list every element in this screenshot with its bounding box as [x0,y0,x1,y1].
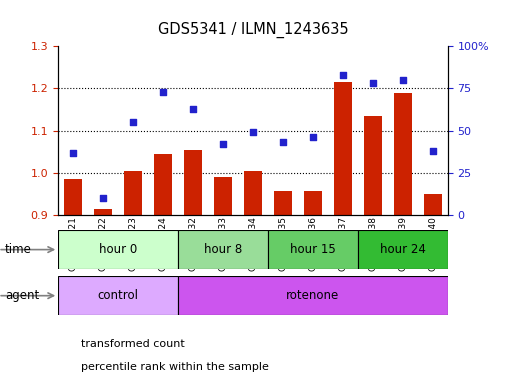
Text: hour 8: hour 8 [204,243,242,256]
Point [219,141,227,147]
Bar [273,191,291,384]
Bar [94,209,112,384]
Point [69,149,77,156]
Bar [268,230,357,269]
Bar [423,194,441,384]
Point [398,77,406,83]
Bar [178,276,447,315]
Text: hour 24: hour 24 [379,243,425,256]
Text: time: time [5,243,32,256]
Point [189,106,197,112]
Bar [363,116,381,384]
Text: GDS5341 / ILMN_1243635: GDS5341 / ILMN_1243635 [158,22,347,38]
Text: transformed count: transformed count [81,339,184,349]
Text: percentile rank within the sample: percentile rank within the sample [81,362,268,372]
Point [368,80,376,86]
Bar [58,230,178,269]
Bar [333,82,351,384]
Point [428,148,436,154]
Text: hour 15: hour 15 [289,243,335,256]
Bar [357,230,447,269]
Bar [64,179,82,384]
Point [159,89,167,95]
Bar [124,171,142,384]
Text: agent: agent [5,289,39,302]
Point [308,134,316,141]
Bar [393,93,411,384]
Point [99,195,107,201]
Bar [58,276,178,315]
Bar [184,150,201,384]
Bar [154,154,172,384]
Bar [304,191,321,384]
Point [129,119,137,125]
Text: control: control [97,289,138,302]
Text: hour 0: hour 0 [99,243,137,256]
Bar [243,171,262,384]
Bar [178,230,268,269]
Text: rotenone: rotenone [286,289,339,302]
Point [278,139,286,146]
Bar [214,177,232,384]
Point [338,72,346,78]
Point [248,129,257,135]
